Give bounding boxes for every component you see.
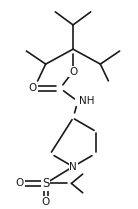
Text: O: O <box>29 83 37 93</box>
Text: S: S <box>42 177 49 190</box>
Text: O: O <box>42 197 50 207</box>
Text: O: O <box>69 66 77 76</box>
Text: NH: NH <box>79 96 94 106</box>
Text: N: N <box>69 162 77 172</box>
Text: O: O <box>16 178 24 189</box>
